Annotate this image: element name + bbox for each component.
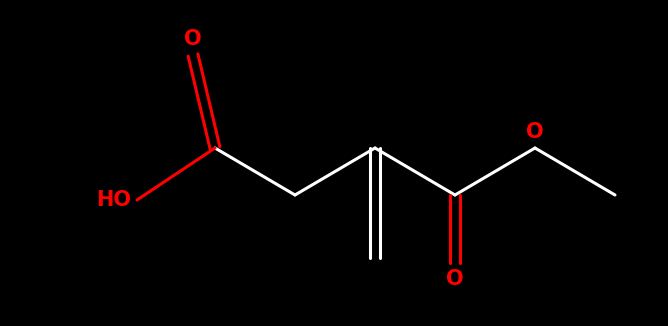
Text: O: O — [526, 122, 544, 142]
Text: O: O — [446, 269, 464, 289]
Text: HO: HO — [96, 190, 131, 210]
Text: O: O — [184, 29, 202, 49]
